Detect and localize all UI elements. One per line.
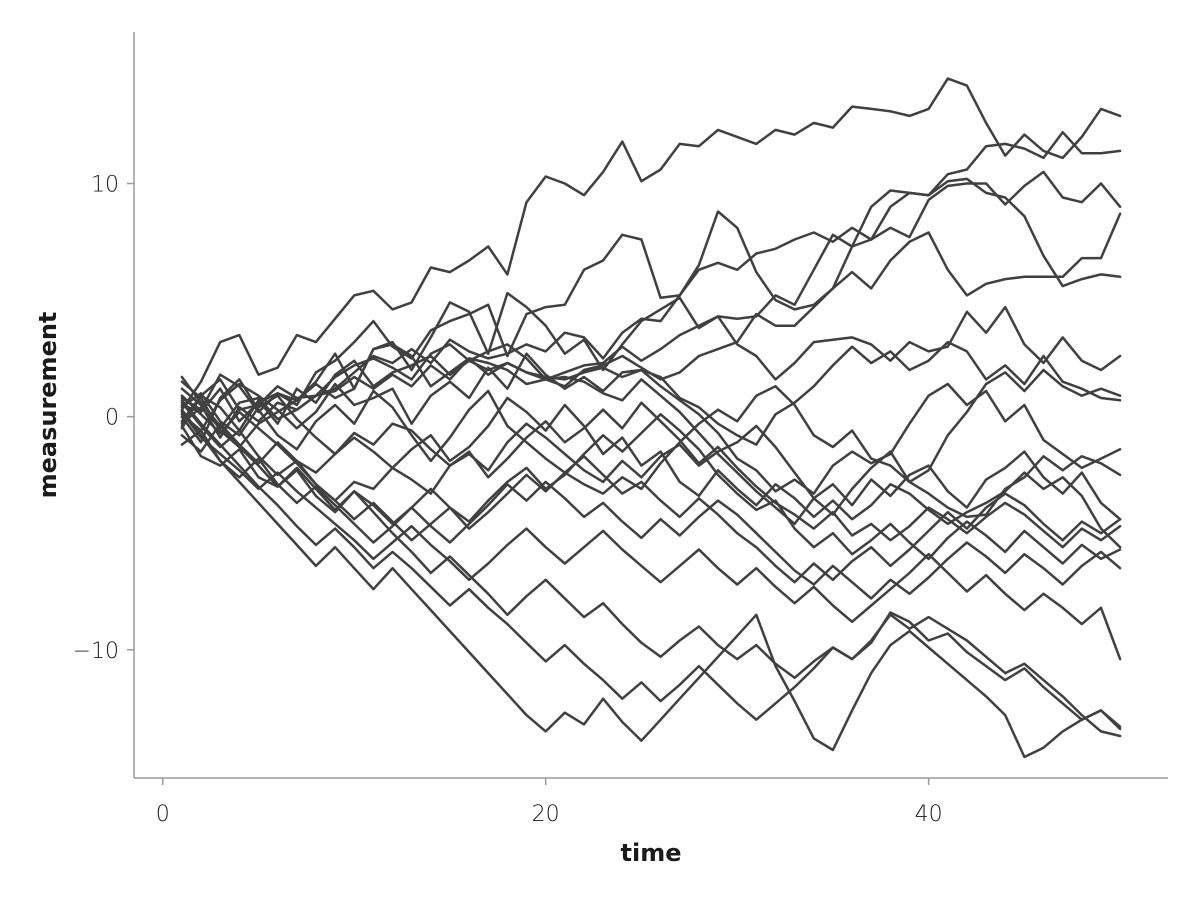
y-tick-label: −10 <box>73 639 119 664</box>
series-line-20 <box>180 408 1122 759</box>
x-tick-label: 0 <box>156 802 170 827</box>
x-tick-label: 40 <box>915 802 943 827</box>
series-line-8 <box>180 343 1122 526</box>
x-axis-ticks: 0 20 40 <box>156 778 943 827</box>
series-line-6 <box>180 291 1122 414</box>
series-line-17 <box>180 410 1122 661</box>
series-line-15 <box>180 394 1122 584</box>
y-tick-label: 0 <box>105 406 119 431</box>
x-axis-title: time <box>621 839 682 867</box>
y-axis-title: measurement <box>34 312 62 499</box>
series-line-7 <box>180 340 1122 446</box>
series-line-13 <box>180 401 1122 549</box>
series-layer <box>180 77 1122 759</box>
series-line-18 <box>180 375 1122 731</box>
series-line-4 <box>180 177 1122 449</box>
x-tick-label: 20 <box>532 802 560 827</box>
series-line-1 <box>180 77 1122 411</box>
y-tick-label: 10 <box>91 173 119 198</box>
series-line-9 <box>180 343 1122 495</box>
series-line-12 <box>180 396 1122 549</box>
series-line-19 <box>180 399 1122 738</box>
y-axis-ticks: −10 0 10 <box>73 173 134 664</box>
